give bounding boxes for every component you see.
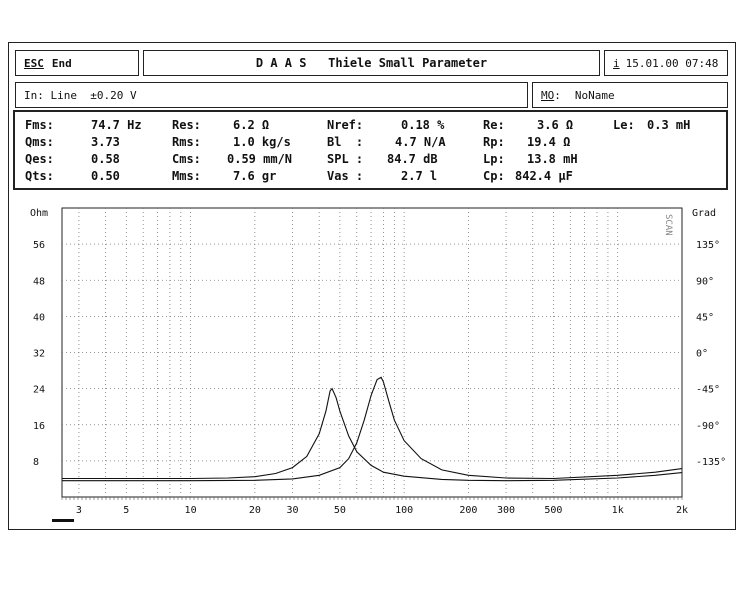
end-label: End xyxy=(51,56,72,70)
param-value: 1.0 kg/s xyxy=(233,135,291,149)
param-value: 0.50 xyxy=(91,169,120,183)
param-value: 0.58 xyxy=(91,152,120,166)
param-value: 4.7 N/A xyxy=(395,135,446,149)
esc-end-button[interactable]: ESC End xyxy=(15,50,139,76)
param-label: Mms: xyxy=(172,169,201,183)
mo-separator: : xyxy=(554,88,561,102)
param-value: 84.7 dB xyxy=(387,152,438,166)
mo-value: NoName xyxy=(574,88,615,102)
param-value: 0.18 % xyxy=(401,118,445,132)
param-label: Fms: xyxy=(25,118,54,132)
page-title: D A A S Thiele Small Parameter xyxy=(255,56,488,70)
param-label: SPL : xyxy=(327,152,364,166)
param-label: Cms: xyxy=(172,152,201,166)
param-value: 3.73 xyxy=(91,135,120,149)
param-label: Res: xyxy=(172,118,201,132)
param-label: Re: xyxy=(483,118,505,132)
param-label: Qms: xyxy=(25,135,54,149)
param-label: Cp: xyxy=(483,169,505,183)
input-range-field[interactable]: In: Line ±0.20 V xyxy=(15,82,528,108)
param-value: 13.8 mH xyxy=(527,152,578,166)
param-label: Nref: xyxy=(327,118,364,132)
input-range-label: In: Line ±0.20 V xyxy=(24,88,137,102)
esc-key-label: ESC xyxy=(24,56,44,70)
param-label: Qes: xyxy=(25,152,54,166)
param-label: Rms: xyxy=(172,135,201,149)
param-value: 3.6 Ω xyxy=(537,118,574,132)
param-label: Le: xyxy=(613,118,635,132)
scroll-indicator[interactable] xyxy=(52,519,74,522)
param-value: 0.3 mH xyxy=(647,118,691,132)
param-label: Bl : xyxy=(327,135,364,149)
datetime-label: 15.01.00 07:48 xyxy=(625,56,719,70)
param-label: Lp: xyxy=(483,152,505,166)
parameter-table: Fms: 74.7 Hz Qms: 3.73 Qes: 0.58 Qts: 0.… xyxy=(13,110,728,190)
info-key-label: i xyxy=(613,56,620,70)
param-value: 842.4 µF xyxy=(515,169,573,183)
param-label: Vas : xyxy=(327,169,364,183)
param-label: Rp: xyxy=(483,135,505,149)
title-bar: D A A S Thiele Small Parameter xyxy=(143,50,600,76)
mo-field[interactable]: MO : NoName xyxy=(532,82,728,108)
param-value: 0.59 mm/N xyxy=(227,152,293,166)
param-label: Qts: xyxy=(25,169,54,183)
mo-key-label: MO xyxy=(541,88,555,102)
param-value: 19.4 Ω xyxy=(527,135,571,149)
param-value: 6.2 Ω xyxy=(233,118,270,132)
param-value: 2.7 l xyxy=(401,169,438,183)
info-datetime-button[interactable]: i 15.01.00 07:48 xyxy=(604,50,728,76)
param-value: 74.7 Hz xyxy=(91,118,142,132)
param-value: 7.6 gr xyxy=(233,169,277,183)
